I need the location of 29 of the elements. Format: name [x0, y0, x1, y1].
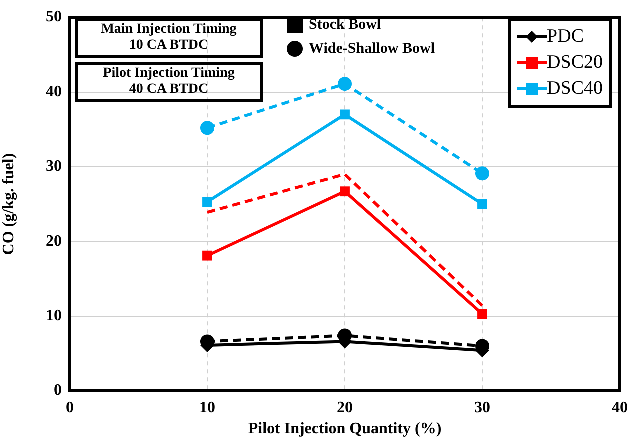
y-tick-label: 10	[46, 307, 62, 324]
x-tick-label: 30	[474, 400, 490, 417]
legend-label: DSC40	[547, 78, 603, 100]
point	[340, 110, 350, 120]
point	[338, 77, 352, 92]
y-tick-label: 20	[46, 232, 62, 250]
y-axis-title: CO (g/kg. fuel)	[0, 153, 18, 256]
annotation: Wide-Shallow Bowl	[309, 41, 435, 57]
x-axis-title: Pilot Injection Quantity (%)	[248, 420, 442, 438]
note-box: Main Injection Timing 10 CA BTDC	[75, 18, 263, 58]
x-tick-label: 0	[66, 400, 74, 417]
point	[478, 199, 488, 210]
y-tick-label: 0	[54, 382, 62, 400]
point	[202, 197, 212, 208]
y-tick-label: 30	[46, 158, 62, 176]
point	[200, 121, 214, 136]
legend-label: DSC20	[547, 52, 603, 74]
annotation: Stock Bowl	[309, 17, 382, 33]
note-box: Pilot Injection Timing 40 CA BTDC	[75, 62, 263, 102]
y-tick-label: 50	[46, 8, 62, 26]
point	[476, 166, 490, 181]
point	[340, 186, 350, 197]
x-tick-label: 20	[337, 400, 353, 417]
legend-label: PDC	[547, 26, 584, 48]
y-tick-label: 40	[46, 83, 62, 100]
x-tick-label: 10	[200, 400, 216, 417]
point	[478, 309, 488, 320]
x-tick-label: 40	[612, 400, 628, 417]
point	[202, 250, 212, 261]
